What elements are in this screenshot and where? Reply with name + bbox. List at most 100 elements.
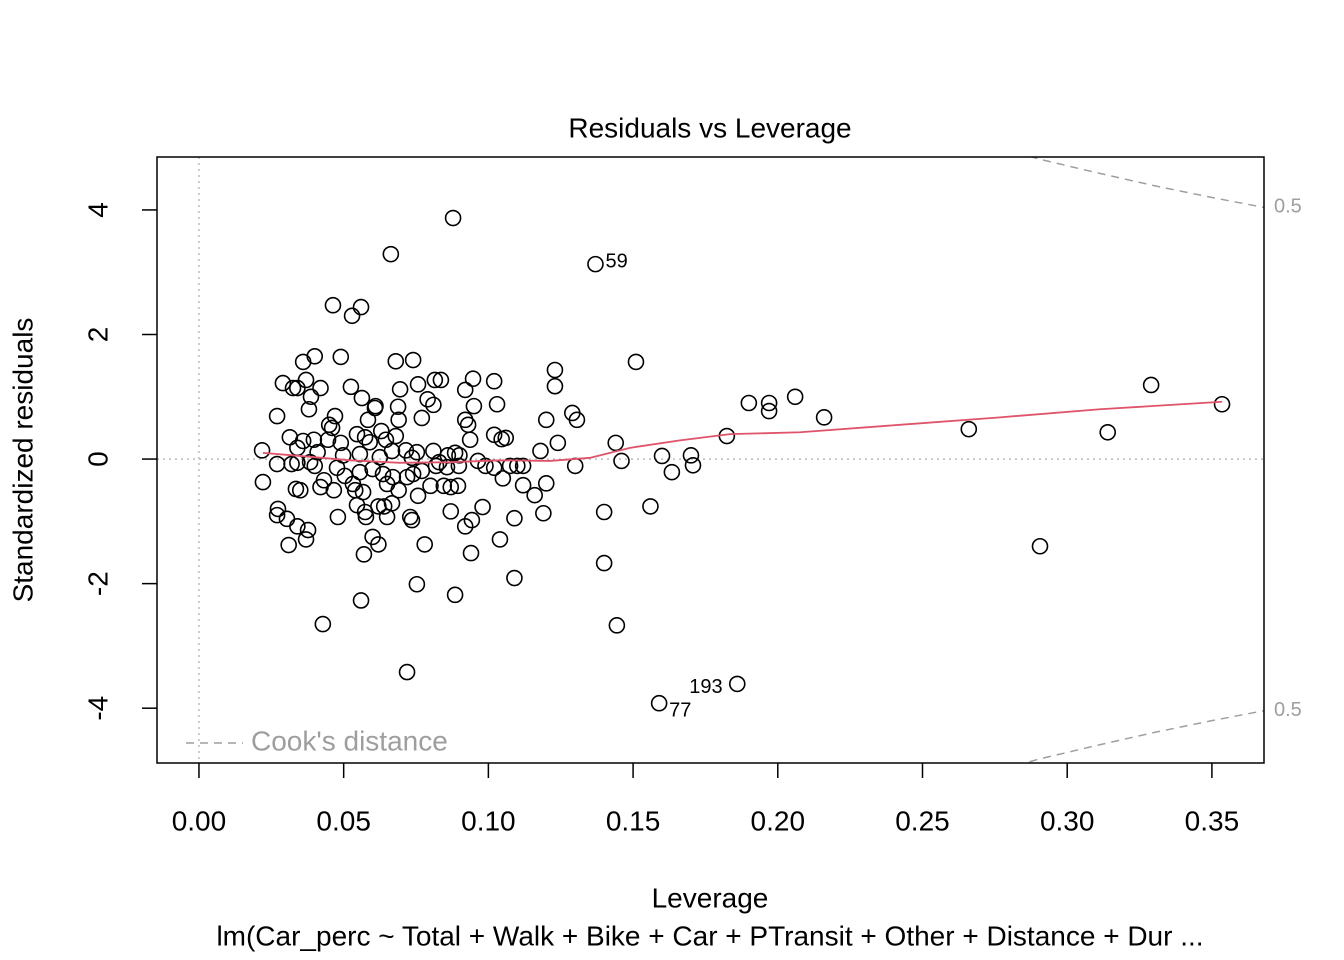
point — [294, 432, 312, 450]
point — [351, 463, 369, 481]
point — [446, 444, 464, 462]
point — [336, 467, 354, 485]
point — [312, 379, 329, 397]
point — [642, 498, 659, 515]
point — [374, 465, 392, 483]
point — [663, 463, 681, 481]
point — [546, 361, 564, 379]
point — [287, 480, 305, 498]
point — [526, 486, 543, 504]
point — [352, 298, 370, 316]
point — [607, 434, 625, 452]
point — [442, 478, 460, 496]
point — [325, 481, 343, 499]
x-axis-label: Leverage — [652, 882, 769, 913]
point — [413, 462, 431, 480]
point — [377, 431, 395, 449]
point — [595, 503, 613, 521]
y-tick-label: 0 — [82, 451, 113, 467]
point — [494, 470, 512, 487]
point — [305, 431, 323, 449]
point — [432, 371, 450, 389]
point — [378, 508, 396, 526]
point — [278, 510, 296, 528]
x-tick-label: 0.30 — [1040, 805, 1095, 836]
y-tick-label: -2 — [82, 571, 113, 596]
point — [306, 348, 324, 365]
point — [627, 353, 645, 371]
point — [413, 409, 431, 427]
point — [299, 521, 317, 539]
point — [425, 396, 442, 414]
point — [491, 531, 509, 548]
point — [442, 503, 460, 520]
point-label: 59 — [605, 250, 627, 272]
point — [297, 531, 315, 548]
cook-curve — [1029, 709, 1264, 763]
point — [274, 374, 292, 392]
subtitle: lm(Car_perc ~ Total + Walk + Bike + Car … — [216, 920, 1203, 951]
point — [1099, 423, 1117, 441]
point — [477, 457, 494, 475]
point — [501, 457, 519, 475]
point — [459, 416, 477, 434]
point — [537, 411, 555, 429]
point — [389, 398, 407, 416]
point — [537, 475, 555, 492]
point — [306, 457, 324, 475]
point — [404, 465, 422, 483]
point — [409, 487, 427, 505]
point — [456, 381, 474, 399]
point — [329, 508, 347, 526]
point — [446, 586, 464, 604]
point — [312, 478, 329, 496]
point — [356, 428, 374, 446]
point — [815, 409, 833, 426]
point — [355, 546, 373, 563]
plot-frame — [156, 156, 1265, 764]
point — [613, 452, 630, 470]
point — [760, 394, 778, 412]
point — [334, 447, 352, 464]
point — [1142, 376, 1160, 394]
point — [426, 371, 444, 389]
point — [391, 381, 409, 398]
point — [408, 575, 426, 593]
point — [357, 508, 375, 526]
point — [343, 307, 361, 325]
point — [650, 694, 668, 712]
x-tick-label: 0.10 — [461, 805, 516, 836]
legend-label: Cook's distance — [251, 725, 448, 756]
point-label: 193 — [689, 676, 722, 698]
point — [324, 296, 342, 314]
point — [348, 425, 366, 443]
point — [254, 473, 272, 491]
point — [1031, 537, 1049, 555]
point — [268, 506, 286, 524]
point — [497, 429, 515, 447]
cook-label: 0.5 — [1274, 196, 1302, 218]
x-tick-label: 0.00 — [172, 805, 227, 836]
x-tick-label: 0.35 — [1185, 805, 1240, 836]
y-tick-label: 2 — [82, 327, 113, 343]
point — [422, 477, 439, 495]
point — [332, 434, 350, 452]
point — [566, 457, 584, 475]
point — [549, 434, 567, 452]
point — [1213, 395, 1231, 413]
point — [462, 544, 480, 562]
point — [506, 569, 523, 587]
point — [403, 511, 421, 529]
point — [464, 370, 482, 388]
point — [387, 427, 405, 445]
point — [354, 483, 372, 501]
point — [444, 209, 462, 227]
point — [740, 394, 758, 412]
point — [309, 443, 326, 461]
point — [383, 494, 401, 512]
y-tick-label: 4 — [82, 202, 113, 218]
point — [568, 411, 586, 429]
chart-title: Residuals vs Leverage — [568, 112, 851, 143]
